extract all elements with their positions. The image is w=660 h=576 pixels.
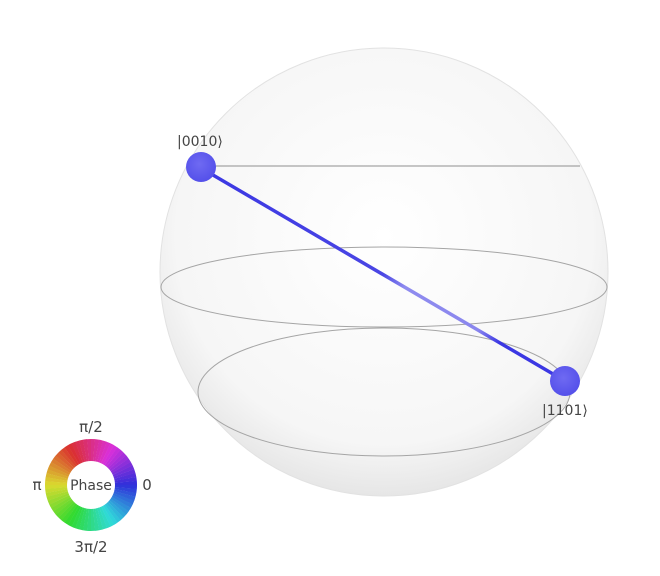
phase-ring-segment [47, 465, 71, 478]
phase-ring-segment [55, 452, 75, 471]
phase-ring-segment [86, 507, 92, 532]
phase-ring-segment [111, 492, 135, 505]
phase-ring-segment [82, 439, 89, 463]
phase-ring-segment [113, 472, 137, 482]
phase-ring-segment [110, 461, 133, 476]
phase-ring-segment [108, 498, 129, 515]
phase-ring-segment [71, 441, 84, 465]
phase-ring-segment [55, 499, 75, 518]
state-0010-marker[interactable] [186, 152, 216, 182]
phase-ring-segment [78, 439, 88, 463]
phase-ring-segment [94, 439, 103, 463]
phase-ring-segment [67, 443, 82, 466]
phase-ring-segment [109, 458, 131, 474]
phase-ring-segment [110, 494, 133, 508]
state-0010-label: |0010⟩ [177, 134, 223, 150]
phase-wheel: Phase π/2 π 0 3π/2 [32, 418, 151, 556]
state-1101-label: |1101⟩ [542, 403, 588, 419]
phase-ring-segment [61, 447, 78, 468]
phase-ring-segment [113, 480, 137, 485]
phase-ring-segment [58, 449, 77, 469]
phase-ring-segment [93, 507, 100, 531]
phase-ring-segment [51, 458, 73, 474]
phase-ring-segment [45, 480, 69, 486]
phase-ring-segment [79, 507, 88, 531]
phase-ring-segment [58, 501, 77, 521]
phase-ring-segment [46, 490, 70, 501]
phase-label-right: 0 [142, 476, 152, 494]
phase-ring-segment [49, 494, 72, 509]
phase-ring-segment [45, 473, 69, 482]
phase-ring-segment [113, 488, 137, 497]
equator-ring [160, 246, 608, 328]
phase-ring-segment [100, 443, 114, 466]
phase-ring-segment [113, 476, 137, 483]
phase-ring-segment [45, 487, 69, 494]
phase-ring-segment [64, 445, 80, 467]
phase-ring-segment [51, 496, 73, 512]
phase-ring-segment [61, 502, 78, 523]
state-1101[interactable]: |1101⟩ [542, 366, 588, 419]
phase-ring-segment [113, 484, 137, 490]
phase-ring-segment [53, 455, 74, 472]
phase-ring-segment [107, 499, 127, 518]
phase-ring-segment [107, 452, 127, 471]
phase-ring-segment [64, 503, 80, 525]
state-0010[interactable]: |0010⟩ [177, 134, 223, 182]
phase-ring-segment [68, 504, 82, 527]
phase-ring-segment [104, 447, 121, 468]
phase-ring-segment [91, 507, 96, 531]
phase-ring-segment [90, 438, 96, 463]
phase-ring-segment [109, 496, 131, 512]
phase-ring-segment [112, 490, 136, 501]
phase-ring-segment [75, 506, 86, 530]
phase-ring-segment [49, 462, 72, 476]
phase-ring-segment [53, 498, 74, 515]
phase-ring-segment [111, 465, 135, 478]
phase-wheel-center-label: Phase [70, 478, 112, 494]
phase-ring-segment [86, 439, 91, 463]
phase-ring-segment [108, 455, 129, 472]
phase-ring-segment [75, 440, 86, 464]
phase-ring-segment [96, 440, 107, 464]
phase-wheel-hole [67, 461, 115, 509]
phase-ring-segment [98, 441, 111, 465]
phase-ring-segment [47, 492, 71, 505]
phase-ring-segment [96, 506, 107, 530]
state-1101-marker[interactable] [550, 366, 580, 396]
phase-ring-segment [71, 505, 84, 529]
phase-ring-segment [94, 507, 104, 531]
phase-label-bottom: 3π/2 [74, 538, 107, 556]
phase-ring-segment [45, 488, 69, 498]
phase-ring-segment [104, 502, 121, 523]
phase-ring-segment [102, 445, 118, 467]
phase-label-top: π/2 [79, 418, 103, 436]
phase-ring-segment [105, 501, 124, 521]
phase-color-ring [45, 438, 137, 532]
state-connector [199, 166, 567, 383]
phase-ring-segment [105, 449, 124, 469]
phase-ring-segment [46, 469, 70, 480]
phase-ring-segment [102, 503, 118, 525]
phase-ring-segment [45, 485, 69, 490]
bloch-sphere [159, 47, 609, 497]
phase-ring-segment [112, 469, 136, 480]
phase-ring-segment [98, 505, 111, 529]
phase-label-left: π [32, 476, 41, 494]
phase-ring-segment [100, 504, 115, 527]
